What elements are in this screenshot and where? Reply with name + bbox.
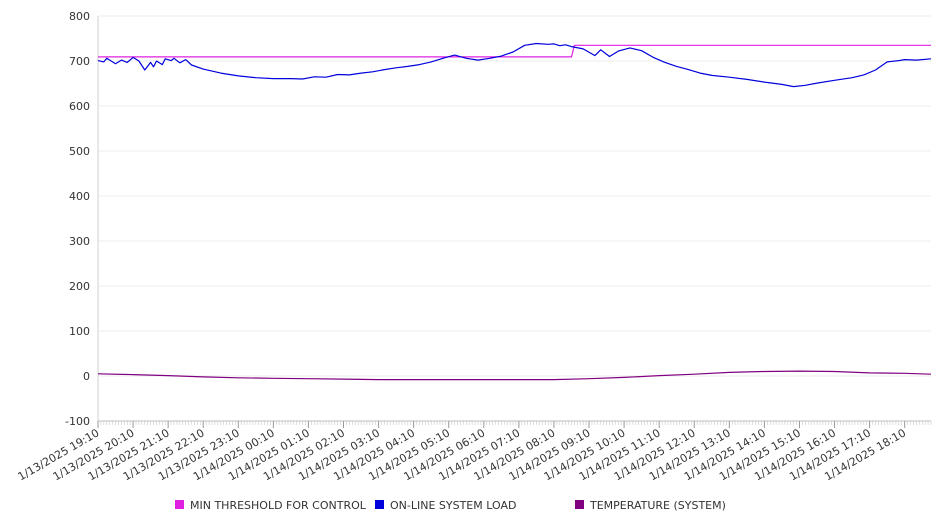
legend-label-min-threshold: MIN THRESHOLD FOR CONTROL	[190, 499, 367, 512]
y-tick-label: 0	[83, 370, 90, 383]
legend-item-temperature: TEMPERATURE (SYSTEM)	[575, 499, 726, 512]
line-temperature	[97, 370, 932, 381]
line-min-threshold	[98, 44, 931, 58]
y-tick-label: 200	[69, 280, 90, 293]
legend-label-temperature: TEMPERATURE (SYSTEM)	[589, 499, 726, 512]
legend: MIN THRESHOLD FOR CONTROL ON-LINE SYSTEM…	[175, 499, 726, 512]
legend-item-min-threshold: MIN THRESHOLD FOR CONTROL	[175, 499, 367, 512]
line-system-load	[97, 42, 932, 88]
legend-swatch-system-load	[375, 500, 384, 509]
y-tick-label: 100	[69, 325, 90, 338]
y-tick-label: 800	[69, 10, 90, 23]
legend-label-system-load: ON-LINE SYSTEM LOAD	[390, 499, 516, 512]
y-tick-label: 400	[69, 190, 90, 203]
legend-swatch-temperature	[575, 500, 584, 509]
legend-item-system-load: ON-LINE SYSTEM LOAD	[375, 499, 516, 512]
y-tick-label: 600	[69, 100, 90, 113]
y-tick-label: 500	[69, 145, 90, 158]
y-tick-label: -100	[65, 415, 90, 428]
gridlines	[98, 15, 931, 377]
legend-swatch-min-threshold	[175, 500, 184, 509]
y-tick-label: 300	[69, 235, 90, 248]
series-lines	[97, 42, 932, 381]
y-tick-label: 700	[69, 55, 90, 68]
